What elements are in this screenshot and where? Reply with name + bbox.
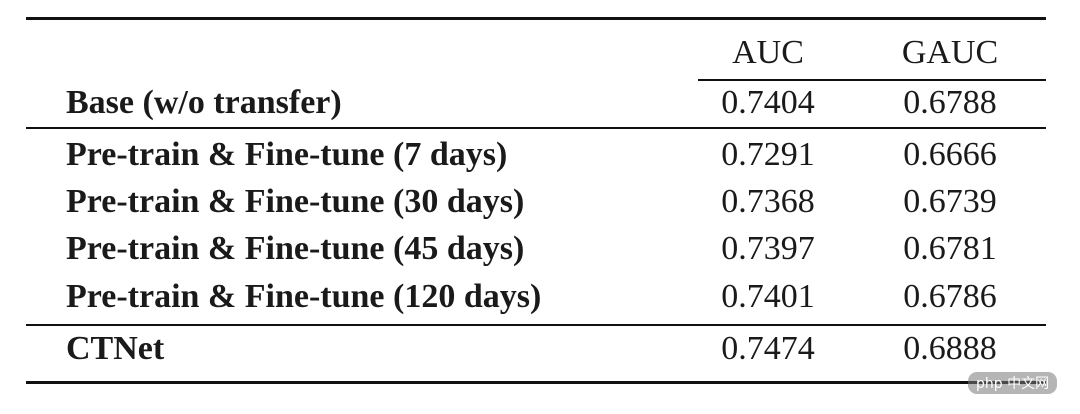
row-gauc: 0.6888 bbox=[903, 330, 997, 367]
row-method: Pre-train & Fine-tune (7 days) bbox=[66, 136, 508, 173]
row-gauc: 0.6788 bbox=[903, 84, 997, 121]
row-gauc: 0.6666 bbox=[903, 136, 997, 173]
row-auc: 0.7368 bbox=[721, 183, 815, 220]
top-rule bbox=[26, 17, 1046, 20]
row-method: Pre-train & Fine-tune (45 days) bbox=[66, 230, 525, 267]
row-gauc: 0.6739 bbox=[903, 183, 997, 220]
group-separator-rule bbox=[26, 324, 1046, 326]
header-gauc: GAUC bbox=[901, 34, 999, 71]
row-method: Pre-train & Fine-tune (120 days) bbox=[66, 278, 542, 315]
row-auc: 0.7474 bbox=[721, 330, 815, 367]
row-auc: 0.7291 bbox=[721, 136, 815, 173]
watermark-badge: php 中文网 bbox=[968, 372, 1058, 394]
row-auc: 0.7397 bbox=[721, 230, 815, 267]
row-auc: 0.7401 bbox=[721, 278, 815, 315]
header-rule bbox=[698, 79, 1046, 81]
row-auc: 0.7404 bbox=[721, 84, 815, 121]
row-method: CTNet bbox=[66, 330, 165, 367]
group-separator-rule bbox=[26, 127, 1046, 129]
bottom-rule bbox=[26, 381, 1046, 384]
row-method: Pre-train & Fine-tune (30 days) bbox=[66, 183, 525, 220]
header-auc: AUC bbox=[732, 34, 804, 71]
row-gauc: 0.6786 bbox=[903, 278, 997, 315]
row-gauc: 0.6781 bbox=[903, 230, 997, 267]
row-method: Base (w/o transfer) bbox=[66, 84, 342, 121]
